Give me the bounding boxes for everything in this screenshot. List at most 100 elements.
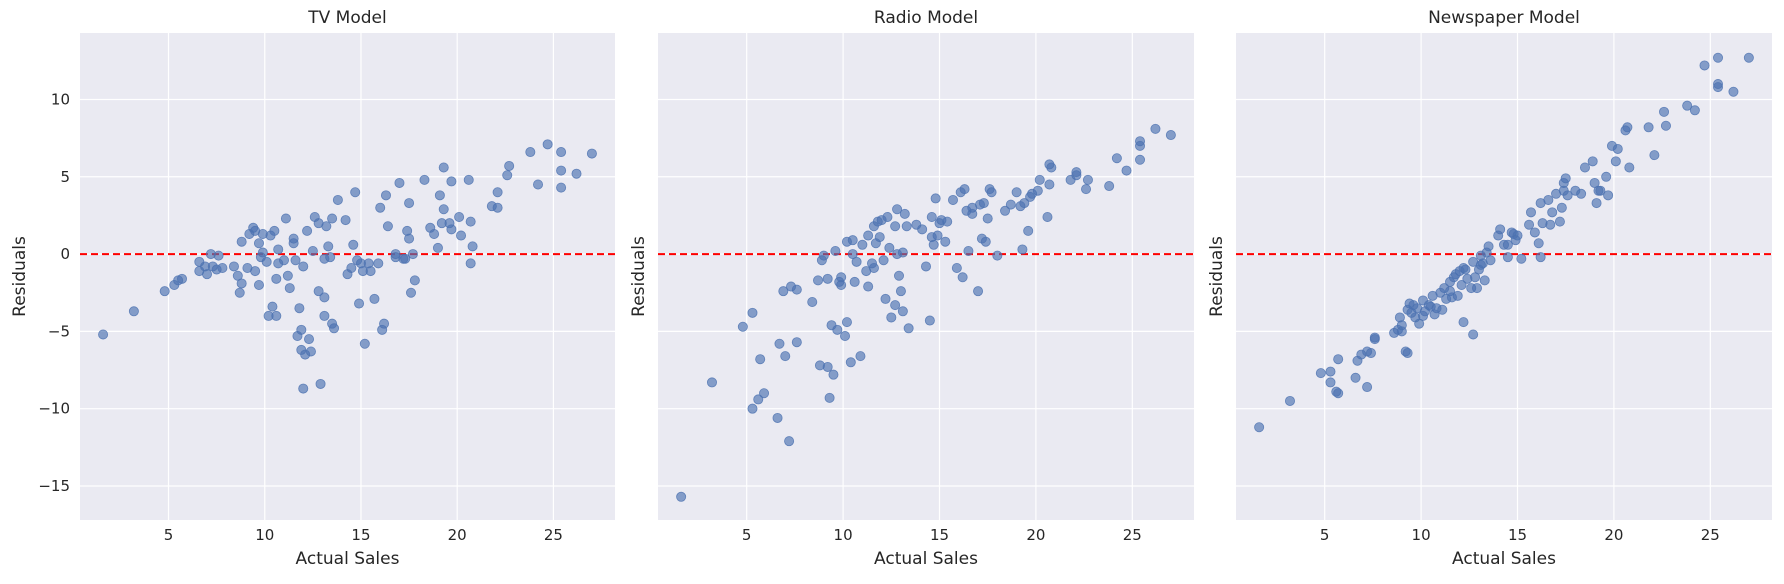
data-point: [1468, 329, 1479, 340]
data-point: [504, 160, 515, 171]
y-tick-label: −15: [38, 477, 70, 495]
data-point: [438, 204, 449, 215]
data-point: [1369, 332, 1380, 343]
data-point: [1479, 275, 1490, 286]
data-point: [841, 317, 852, 328]
data-point: [973, 286, 984, 297]
data-point: [778, 286, 789, 297]
data-point: [1402, 348, 1413, 359]
data-point: [1560, 173, 1571, 184]
data-point: [1046, 162, 1057, 173]
data-point: [253, 238, 264, 249]
data-point: [897, 247, 908, 258]
data-point: [863, 230, 874, 241]
data-point: [822, 273, 833, 284]
data-point: [1659, 106, 1670, 117]
data-point: [1121, 165, 1132, 176]
newspaper-model-points: [1254, 52, 1754, 433]
data-point: [747, 403, 758, 414]
data-point: [319, 292, 330, 303]
data-point: [234, 287, 245, 298]
newspaper-model-grid: [1236, 33, 1772, 520]
data-point: [1743, 52, 1754, 63]
data-point: [890, 221, 901, 232]
data-point: [1624, 162, 1635, 173]
data-point: [1437, 304, 1448, 315]
data-point: [1042, 211, 1053, 222]
data-point: [346, 262, 357, 273]
data-point: [1019, 198, 1030, 209]
data-point: [404, 233, 415, 244]
data-point: [1554, 216, 1565, 227]
data-point: [940, 236, 951, 247]
data-point: [1535, 252, 1546, 263]
x-tick-label: 10: [1412, 526, 1431, 544]
data-point: [1071, 167, 1082, 178]
data-point: [288, 238, 299, 249]
radio-model-x-ticks: 5 10 15 20 25: [742, 526, 1142, 544]
data-point: [409, 275, 420, 286]
data-point: [1017, 244, 1028, 255]
data-point: [407, 249, 418, 260]
data-point: [571, 168, 582, 179]
data-point: [319, 310, 330, 321]
x-tick-label: 15: [930, 526, 949, 544]
data-point: [1587, 156, 1598, 167]
data-point: [267, 301, 278, 312]
data-point: [294, 303, 305, 314]
x-tick-label: 20: [1604, 526, 1623, 544]
data-point: [271, 310, 282, 321]
data-point: [1165, 130, 1176, 141]
tv-model-y-ticks: −15 −10 −5 0 5 10: [38, 90, 70, 495]
data-point: [1000, 205, 1011, 216]
tv-model-x-axis-label: Actual Sales: [296, 549, 400, 569]
data-point: [492, 202, 503, 213]
data-point: [845, 357, 856, 368]
data-point: [1547, 207, 1558, 218]
data-point: [924, 315, 935, 326]
newspaper-model-title: Newspaper Model: [1428, 8, 1580, 28]
data-point: [1495, 224, 1506, 235]
data-point: [890, 300, 901, 311]
data-point: [128, 306, 139, 317]
data-point: [176, 273, 187, 284]
x-tick-label: 25: [544, 526, 563, 544]
data-point: [340, 215, 351, 226]
data-point: [250, 266, 261, 277]
data-point: [874, 232, 885, 243]
data-point: [359, 338, 370, 349]
data-point: [1525, 207, 1536, 218]
data-point: [1350, 372, 1361, 383]
data-point: [298, 261, 309, 272]
data-point: [706, 377, 717, 388]
data-point: [1622, 122, 1633, 133]
data-point: [982, 213, 993, 224]
data-point: [791, 337, 802, 348]
data-point: [1713, 52, 1724, 63]
data-point: [980, 236, 991, 247]
data-point: [840, 331, 851, 342]
radio-model-title: Radio Model: [874, 8, 978, 28]
data-point: [1543, 194, 1554, 205]
data-point: [465, 258, 476, 269]
data-point: [1545, 219, 1556, 230]
data-point: [921, 261, 932, 272]
y-tick-label: −10: [38, 400, 70, 418]
data-point: [818, 250, 829, 261]
data-point: [1150, 123, 1161, 134]
data-point: [1485, 255, 1496, 266]
data-point: [780, 351, 791, 362]
data-point: [467, 241, 478, 252]
data-point: [400, 253, 411, 264]
data-point: [1254, 422, 1265, 433]
data-point: [1082, 174, 1093, 185]
data-point: [556, 165, 567, 176]
radio-model-y-axis-label: Residuals: [629, 236, 649, 317]
y-tick-label: −5: [48, 322, 70, 340]
data-point: [438, 162, 449, 173]
data-point: [257, 247, 268, 258]
data-point: [1512, 230, 1523, 241]
data-point: [932, 230, 943, 241]
data-point: [882, 211, 893, 222]
